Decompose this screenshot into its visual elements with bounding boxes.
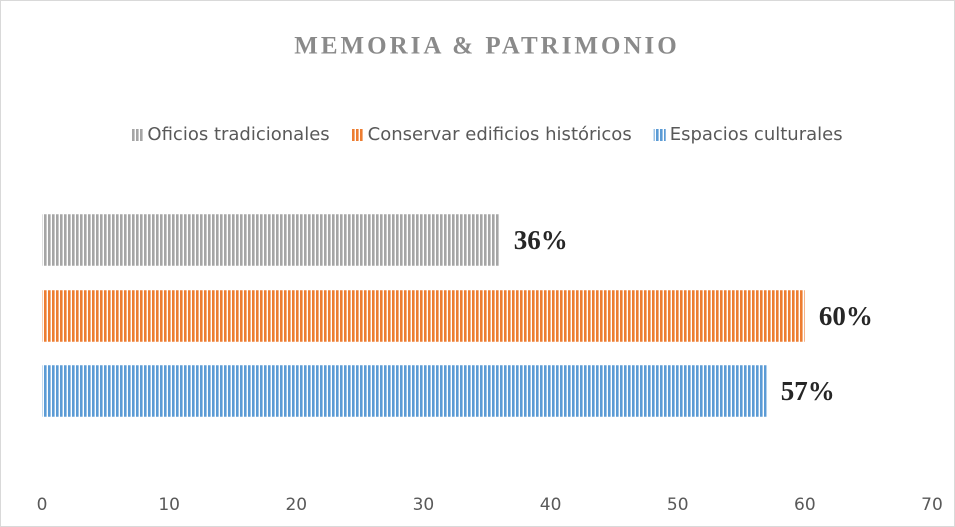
legend-label: Oficios tradicionales	[147, 124, 329, 145]
legend-label: Espacios culturales	[670, 124, 843, 145]
bar	[41, 289, 806, 343]
data-label: 60%	[819, 301, 873, 331]
legend-swatch	[351, 129, 364, 141]
data-label: 36%	[514, 225, 568, 255]
x-tick-label: 10	[158, 495, 180, 515]
legend-swatch	[131, 129, 144, 141]
x-tick-label: 0	[37, 495, 48, 515]
x-tick-label: 20	[285, 495, 307, 515]
bar	[41, 213, 500, 267]
x-tick-label: 60	[794, 495, 816, 515]
x-tick-label: 50	[667, 495, 689, 515]
legend-label: Conservar edificios históricos	[368, 124, 632, 145]
x-tick-label: 40	[540, 495, 562, 515]
chart-title: MEMORIA & PATRIMONIO	[294, 33, 679, 60]
x-tick-label: 30	[413, 495, 435, 515]
x-tick-label: 70	[921, 495, 943, 515]
data-label: 57%	[781, 376, 835, 406]
bar	[41, 364, 767, 418]
legend-swatch	[653, 129, 666, 141]
